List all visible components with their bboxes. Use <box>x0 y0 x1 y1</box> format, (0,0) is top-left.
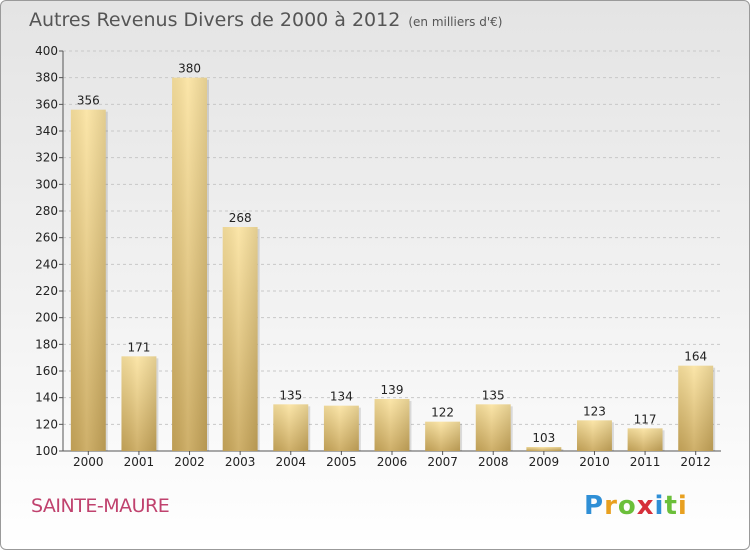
bar-value-label: 117 <box>634 412 657 426</box>
bar-value-label: 135 <box>482 388 505 402</box>
chart-title: Autres Revenus Divers de 2000 à 2012 (en … <box>29 9 502 31</box>
y-tick-label: 300 <box>35 177 58 191</box>
brand-logo-letter: r <box>604 491 618 521</box>
x-tick-label: 2011 <box>630 455 661 469</box>
bar-shading <box>70 109 106 452</box>
bar-value-label: 123 <box>583 404 606 418</box>
y-tick-label: 160 <box>35 364 58 378</box>
x-tick-label: 2003 <box>225 455 256 469</box>
bar-value-label: 134 <box>330 390 353 404</box>
bars: 356 171 380 268 135 134 139 122 135 103 123 117 164 <box>70 62 716 452</box>
brand-logo: Proxiti <box>584 491 688 521</box>
x-tick-label: 2009 <box>529 455 560 469</box>
y-tick-label: 100 <box>35 444 58 458</box>
x-tick-label: 2008 <box>478 455 509 469</box>
brand-logo-letter: P <box>584 491 605 521</box>
bar-shading <box>172 77 208 452</box>
bar-value-label: 164 <box>684 350 707 364</box>
y-tick-label: 340 <box>35 124 58 138</box>
location-label: SAINTE-MAURE <box>31 495 170 517</box>
y-tick-label: 260 <box>35 231 58 245</box>
y-tick-label: 140 <box>35 391 58 405</box>
bar-shading <box>627 428 663 451</box>
bar-value-label: 356 <box>77 94 100 108</box>
bar-shading <box>374 399 410 451</box>
bar-shading <box>526 447 562 451</box>
y-tick-label: 320 <box>35 151 58 165</box>
brand-logo-letter: i <box>677 491 688 521</box>
bar-shading <box>678 365 714 451</box>
bar-value-label: 135 <box>279 388 302 402</box>
bar-value-label: 380 <box>178 62 201 76</box>
chart-unit-label: (en milliers d'€) <box>408 15 503 29</box>
bar-value-label: 103 <box>532 431 555 445</box>
bar-shading <box>576 420 612 451</box>
brand-logo-letter: i <box>654 491 665 521</box>
y-tick-label: 180 <box>35 337 58 351</box>
y-tick-label: 280 <box>35 204 58 218</box>
bar-shading <box>121 356 157 451</box>
y-tick-label: 120 <box>35 417 58 431</box>
bar-shading <box>323 405 359 451</box>
x-tick-label: 2001 <box>124 455 155 469</box>
y-tick-label: 380 <box>35 71 58 85</box>
bar-shading <box>273 404 309 451</box>
y-tick-label: 200 <box>35 311 58 325</box>
x-tick-label: 2007 <box>427 455 458 469</box>
brand-logo-letter: x <box>636 491 655 521</box>
bar-value-label: 171 <box>127 340 150 354</box>
y-tick-label: 240 <box>35 257 58 271</box>
y-tick-label: 400 <box>35 44 58 58</box>
x-tick-label: 2000 <box>73 455 104 469</box>
bar-shading <box>222 227 258 451</box>
bar-value-label: 139 <box>381 383 404 397</box>
chart-title-text: Autres Revenus Divers de 2000 à 2012 <box>29 9 401 31</box>
y-tick-label: 220 <box>35 284 58 298</box>
x-tick-label: 2006 <box>377 455 408 469</box>
bar-shading <box>475 404 511 451</box>
bar-value-label: 268 <box>229 211 252 225</box>
brand-logo-letter: t <box>664 491 678 521</box>
x-tick-label: 2012 <box>680 455 711 469</box>
x-tick-label: 2004 <box>275 455 306 469</box>
x-tick-label: 2010 <box>579 455 610 469</box>
x-tick-label: 2005 <box>326 455 357 469</box>
bar-value-label: 122 <box>431 406 454 420</box>
y-tick-label: 360 <box>35 97 58 111</box>
bar-shading <box>425 421 461 451</box>
x-tick-label: 2002 <box>174 455 205 469</box>
x-axis: 2000 2001 2002 2003 2004 2005 2006 2007 2008 2009… <box>73 451 711 469</box>
brand-logo-letter: o <box>617 491 637 521</box>
